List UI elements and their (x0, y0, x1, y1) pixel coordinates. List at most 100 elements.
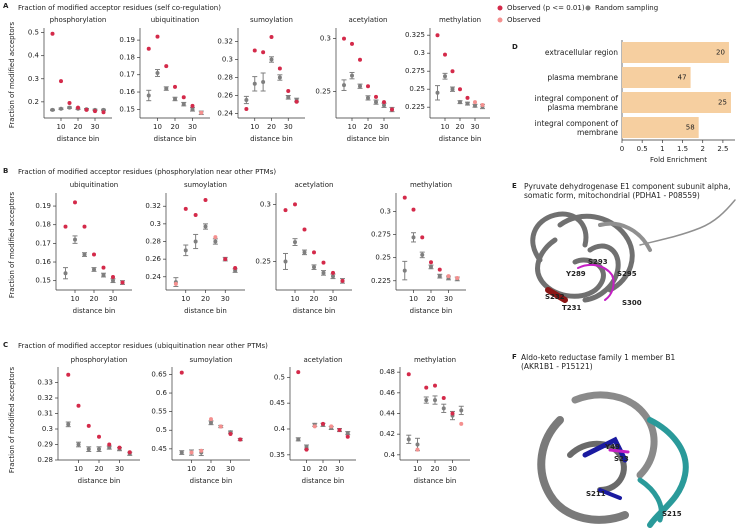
observed-point (199, 110, 204, 115)
observed-point (429, 260, 433, 265)
observed-point (455, 275, 460, 280)
random-mean (296, 437, 301, 442)
observed-point (86, 423, 91, 428)
subplot-title: sumoylation (250, 16, 293, 24)
x-tick-label: 30 (284, 123, 293, 131)
x-tick-label: 30 (226, 465, 235, 473)
panel-letter: C (3, 341, 8, 349)
observed-point (358, 57, 362, 62)
y-tick-label: 0.29 (37, 441, 53, 449)
random-mean (164, 86, 169, 91)
y-tick-label: 0.5 (156, 426, 167, 434)
residue-label: S211 (586, 490, 606, 498)
observed-point (193, 213, 198, 218)
y-tick-label: 0.55 (151, 408, 167, 416)
legend-marker (585, 5, 591, 11)
legend-label: Observed (p <= 0.01) (507, 4, 585, 12)
random-mean (342, 83, 346, 88)
panel-title: Fraction of modified acceptor residues (… (18, 168, 276, 176)
x-tick-label: 20 (431, 465, 440, 473)
count-label: 25 (718, 99, 727, 107)
y-tick-label: 0.28 (145, 238, 161, 246)
x-tick-label: 2 (700, 145, 704, 153)
observed-point (345, 434, 350, 439)
random-mean (437, 274, 442, 279)
y-tick-label: 0.65 (151, 370, 167, 378)
y-tick-label: 0.24 (145, 273, 161, 281)
observed-point (213, 235, 218, 240)
residue-label: S215 (662, 510, 682, 518)
y-tick-label: 0.3 (414, 49, 425, 57)
random-mean (402, 268, 407, 273)
structure-title: Pyruvate dehydrogenase E1 component subu… (524, 182, 731, 200)
observed-point (66, 372, 71, 377)
panel-letter: A (3, 2, 9, 10)
x-tick-label: 1 (660, 145, 664, 153)
legend-marker (497, 17, 503, 23)
observed-point (321, 421, 325, 426)
x-tick-label: 20 (319, 465, 328, 473)
x-tick-label: 10 (348, 123, 357, 131)
random-mean (193, 239, 198, 244)
observed-point (228, 431, 233, 436)
observed-point (304, 447, 309, 452)
subplot-title: phosphorylation (50, 16, 107, 24)
x-tick-label: 10 (153, 123, 162, 131)
random-mean (179, 450, 184, 455)
y-tick-label: 0.45 (269, 399, 285, 407)
random-mean (358, 84, 362, 89)
random-mean (203, 224, 208, 229)
observed-point (331, 270, 335, 275)
x-tick-label: 10 (250, 123, 259, 131)
observed-point (146, 46, 151, 51)
x-tick-label: 10 (71, 295, 80, 303)
subplot-title: sumoylation (184, 181, 227, 189)
random-mean (435, 90, 440, 95)
observed-point (63, 224, 68, 229)
panel-letter: F (512, 353, 517, 361)
x-tick-label: 30 (471, 123, 480, 131)
observed-point (233, 265, 238, 270)
y-tick-label: 0.35 (269, 451, 285, 459)
random-mean (213, 239, 218, 244)
random-mean (73, 237, 77, 242)
random-mean (183, 248, 188, 253)
observed-point (465, 95, 470, 100)
count-label: 58 (686, 124, 695, 132)
x-tick-label: 1.5 (677, 145, 688, 153)
x-tick-label: 0.5 (637, 145, 648, 153)
panel-letter: B (3, 167, 8, 175)
x-tick-label: 30 (444, 295, 453, 303)
random-mean (66, 422, 71, 427)
protein-structure-e (530, 199, 736, 303)
y-tick-label: 0.15 (35, 277, 51, 285)
bar (622, 92, 731, 113)
protein-structure-f (537, 391, 689, 528)
random-mean (450, 87, 455, 92)
legend-label: Observed (507, 16, 541, 24)
observed-point (199, 448, 204, 453)
random-mean (441, 406, 446, 411)
residue-label: S300 (622, 299, 642, 307)
observed-point (296, 370, 301, 375)
residue-label: Y49 (604, 443, 620, 451)
x-tick-label: 30 (448, 465, 457, 473)
observed-point (312, 424, 317, 429)
random-mean (411, 235, 416, 240)
random-mean (50, 107, 55, 112)
observed-point (312, 250, 316, 255)
y-tick-label: 0.32 (145, 202, 161, 210)
random-mean (86, 447, 91, 452)
observed-point (321, 260, 326, 265)
observed-point (190, 103, 195, 108)
observed-point (441, 396, 446, 400)
x-axis-label: distance bin (439, 135, 482, 143)
observed-point (84, 107, 89, 112)
random-mean (312, 265, 316, 270)
x-tick-label: 10 (181, 295, 190, 303)
x-tick-label: 10 (291, 295, 300, 303)
residue-label: Y289 (565, 270, 586, 278)
residue-label: S295 (617, 270, 637, 278)
observed-point (411, 207, 416, 212)
x-axis-label: distance bin (57, 135, 100, 143)
